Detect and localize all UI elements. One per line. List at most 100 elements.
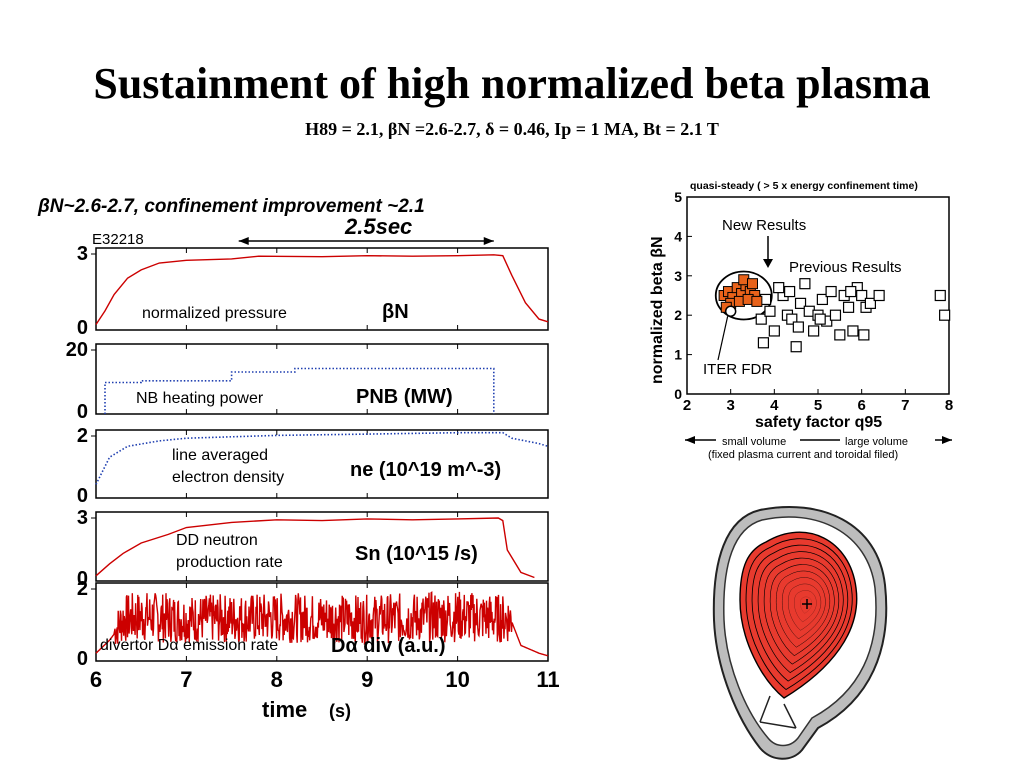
y-tick-label: 3 — [77, 243, 88, 265]
magnetic-axis-marker — [802, 599, 812, 609]
x-tick-label: 3 — [726, 397, 734, 414]
panel-frame — [95, 429, 549, 499]
previous-result-marker — [757, 337, 770, 349]
previous-result-marker — [829, 309, 842, 321]
y-tick-label: 0 — [77, 568, 88, 590]
panel-label: divertor Dα emission rate — [100, 637, 278, 654]
panel-symbol: Dα div (a.u.) — [331, 635, 446, 657]
panel-3: 2 0 line averaged electron density ne (10^19… — [77, 425, 549, 507]
small-volume-label: small volume — [722, 436, 786, 448]
annotation-iter-fdr: ITER FDR — [703, 361, 772, 378]
scatter-y-label: normalized beta βN — [649, 236, 666, 384]
slide-subtitle: H89 = 2.1, βN =2.6-2.7, δ = 0.46, Ip = 1… — [305, 119, 719, 139]
panel-label: electron density — [172, 469, 284, 486]
previous-result-marker — [792, 321, 804, 333]
scatter-x-label: safety factor q95 — [755, 414, 882, 431]
plasma-cross-section — [712, 506, 888, 760]
y-tick-label: 2 — [77, 578, 88, 600]
panel-1: 3 0 normalized pressure βN — [77, 243, 549, 339]
trace-line — [95, 591, 548, 657]
scatter-title: quasi-steady ( > 5 x energy confinement … — [690, 180, 918, 192]
previous-result-marker — [816, 293, 828, 306]
previous-result-marker — [858, 329, 870, 341]
previous-result-marker — [873, 289, 885, 302]
x-tick-label: 10 — [445, 667, 469, 692]
duration-arrow — [238, 237, 494, 245]
panel-frame — [95, 343, 549, 415]
previous-result-marker — [773, 282, 785, 294]
previous-result-marker — [842, 301, 855, 313]
x-tick-label: 8 — [271, 667, 283, 692]
new-result-marker — [747, 278, 758, 290]
previous-result-marker — [939, 309, 951, 321]
panel-label: normalized pressure — [142, 305, 287, 322]
previous-result-marker — [814, 313, 826, 325]
duration-label: 2.5sec — [344, 214, 412, 239]
previous-result-marker — [847, 325, 859, 337]
x-tick-label: 6 — [90, 667, 102, 692]
previous-result-marker — [808, 325, 820, 337]
y-tick-label: 0 — [77, 317, 88, 339]
panel-symbol: βN — [382, 301, 409, 323]
y-tick-label: 0 — [77, 648, 88, 670]
flux-surface — [745, 538, 853, 691]
iter-fdr-marker — [724, 305, 737, 318]
y-tick-label: 20 — [66, 339, 88, 361]
new-results-ellipse — [714, 270, 773, 321]
y-tick-label: 0 — [674, 386, 682, 402]
flux-surface — [751, 544, 849, 682]
previous-result-marker — [764, 305, 776, 317]
panel-label: production rate — [176, 554, 283, 571]
x-tick-label: 9 — [361, 667, 373, 692]
previous-result-marker — [786, 313, 798, 325]
new-result-marker — [751, 295, 763, 307]
x-tick-label: 7 — [901, 397, 909, 414]
previous-result-marker — [845, 285, 857, 298]
trace-line — [95, 254, 549, 325]
previous-result-marker — [834, 329, 846, 341]
previous-result-marker — [825, 285, 837, 298]
x-tick-label: 4 — [770, 397, 779, 414]
panel-symbol: PNB (MW) — [356, 386, 453, 408]
y-tick-label: 2 — [674, 307, 682, 323]
previous-result-marker — [768, 325, 780, 337]
panel-4: 3 0 DD neutron production rate Sn (10^15 /s) — [77, 507, 549, 590]
annotation-new-results: New Results — [722, 217, 806, 234]
previous-result-marker — [755, 313, 767, 325]
panel-frame — [95, 247, 549, 331]
x-tick-label: 6 — [857, 397, 865, 414]
x-tick-label: 2 — [683, 397, 691, 414]
annotation-previous-results: Previous Results — [789, 259, 902, 276]
slide-title: Sustainment of high normalized beta plas… — [93, 59, 931, 108]
previous-result-marker — [799, 278, 811, 290]
panel-symbol: ne (10^19 m^-3) — [350, 459, 501, 481]
previous-result-marker — [794, 297, 807, 309]
flux-surface — [757, 551, 844, 674]
trace-line — [95, 517, 535, 579]
large-volume-label: large volume — [845, 436, 908, 448]
panel-2: 20 0 NB heating power PNB (MW) — [66, 339, 549, 423]
y-tick-label: 0 — [77, 485, 88, 507]
previous-result-marker — [934, 289, 946, 302]
y-tick-label: 3 — [674, 268, 682, 284]
panel-frame — [95, 511, 549, 582]
trace-line — [95, 431, 549, 485]
y-tick-label: 2 — [77, 425, 88, 447]
previous-result-marker — [864, 297, 877, 309]
x-axis-label: time — [262, 697, 307, 722]
y-tick-label: 0 — [77, 401, 88, 423]
panel-label: NB heating power — [136, 390, 264, 407]
x-axis-unit: (s) — [329, 701, 351, 721]
panel-frame — [95, 582, 549, 662]
panel-label: line averaged — [172, 447, 268, 464]
volume-note: (fixed plasma current and toroidal filed… — [708, 449, 898, 461]
x-tick-label: 7 — [180, 667, 192, 692]
volume-arrow — [685, 436, 952, 444]
y-tick-label: 4 — [674, 228, 682, 244]
x-tick-label: 8 — [945, 397, 953, 414]
trace-line — [104, 367, 495, 414]
shot-number: E32218 — [92, 231, 144, 248]
x-tick-label: 5 — [814, 397, 822, 414]
